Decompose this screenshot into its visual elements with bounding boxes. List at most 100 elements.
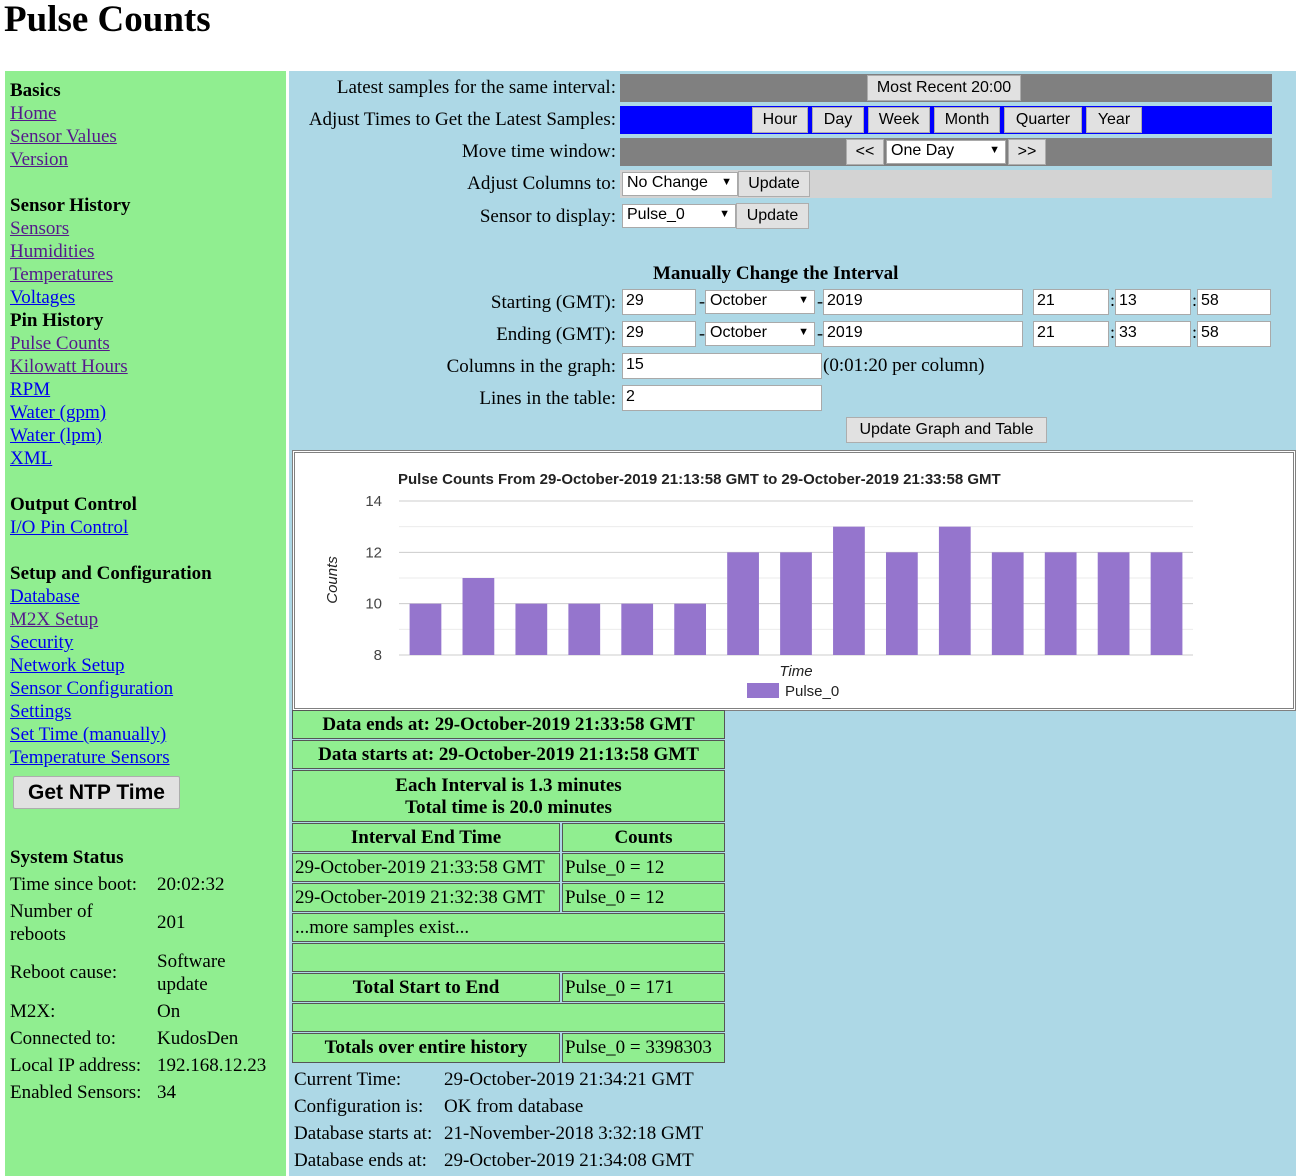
nav-network-setup-link[interactable]: Network Setup [10,655,125,676]
adjust-times-bar: Hour Day Week Month Quarter Year [620,106,1272,134]
reboot-cause-line1: Software [157,951,226,972]
bar [462,578,495,655]
legend-label: Pulse_0 [785,683,839,700]
enabled-sensors-label: Enabled Sensors: [10,1082,142,1103]
start-month-select[interactable]: October ▼ [705,290,815,314]
get-ntp-time-button[interactable]: Get NTP Time [13,776,180,809]
start-year-input[interactable]: 2019 [823,289,1023,315]
quarter-button[interactable]: Quarter [1004,107,1082,133]
nav-sensor-configuration-link[interactable]: Sensor Configuration [10,678,174,699]
empty-row [292,943,725,972]
ending-label: Ending (GMT): [496,324,616,345]
most-recent-button[interactable]: Most Recent 20:00 [867,75,1021,101]
bar [1097,552,1130,655]
nav-voltages-link[interactable]: Voltages [10,287,76,308]
main-panel: Latest samples for the same interval: Mo… [289,71,1296,1176]
total-start-end-label: Total Start to End [292,973,560,1002]
chevron-down-icon: ▼ [721,176,732,188]
start-hour-input[interactable]: 21 [1033,289,1109,315]
columns-graph-input[interactable]: 15 [622,353,822,379]
columns-select[interactable]: No Change ▼ [622,172,738,196]
data-starts-cell: Data starts at: 29-October-2019 21:13:58… [292,740,725,769]
current-time-label: Current Time: [294,1069,402,1090]
nav-security-link[interactable]: Security [10,632,74,653]
end-year-input[interactable]: 2019 [823,321,1023,347]
nav-rpm-link[interactable]: RPM [10,379,51,400]
prev-window-button[interactable]: << [846,139,884,165]
sensor-select[interactable]: Pulse_0 ▼ [622,204,736,228]
nav-pulse-counts-link[interactable]: Pulse Counts [10,333,110,354]
window-size-value: One Day [891,142,955,159]
chart-y-ticks: 8 10 12 14 [365,493,382,664]
update-graph-table-button[interactable]: Update Graph and Table [846,417,1047,443]
nav-settings-link[interactable]: Settings [10,701,72,722]
time-separator: : [1110,322,1116,342]
m2x-label: M2X: [10,1001,56,1022]
window-size-select[interactable]: One Day ▼ [886,140,1006,164]
total-time-text: Total time is 20.0 minutes [405,797,612,818]
week-button[interactable]: Week [868,107,930,133]
start-second-input[interactable]: 58 [1197,289,1271,315]
sensor-update-button[interactable]: Update [736,203,809,229]
sensor-select-value: Pulse_0 [627,206,685,223]
bar [674,603,707,655]
nav-database-link[interactable]: Database [10,586,80,607]
bar [938,526,971,655]
adjust-columns-bar: No Change ▼ Update [620,170,1272,198]
database-starts-label: Database starts at: [294,1123,433,1144]
month-button[interactable]: Month [934,107,1000,133]
chevron-down-icon: ▼ [719,208,730,220]
page-title: Pulse Counts [4,0,211,40]
end-second-input[interactable]: 58 [1197,321,1271,347]
bar [515,603,548,655]
nav-kilowatt-hours-link[interactable]: Kilowatt Hours [10,356,128,377]
sensor-display-label: Sensor to display: [479,206,616,227]
manual-interval-heading: Manually Change the Interval [653,263,899,284]
columns-graph-label: Columns in the graph: [446,356,616,377]
col-header-counts: Counts [562,823,725,852]
y-tick-label: 10 [365,596,382,613]
nav-m2x-setup-link[interactable]: M2X Setup [10,609,99,630]
year-button[interactable]: Year [1086,107,1142,133]
start-minute-input[interactable]: 13 [1115,289,1191,315]
nav-io-pin-control-link[interactable]: I/O Pin Control [10,517,129,538]
end-month-select[interactable]: October ▼ [705,322,815,346]
nav-xml-link[interactable]: XML [10,448,53,469]
nav-home-link[interactable]: Home [10,103,57,124]
data-ends-cell: Data ends at: 29-October-2019 21:33:58 G… [292,710,725,739]
day-button[interactable]: Day [812,107,864,133]
lines-table-label: Lines in the table: [479,388,616,409]
nav-temperatures-link[interactable]: Temperatures [10,264,114,285]
reboot-cause-label: Reboot cause: [10,962,118,983]
bar [409,603,442,655]
nav-version-link[interactable]: Version [10,149,69,170]
columns-update-button[interactable]: Update [738,171,810,197]
nav-water-gpm-link[interactable]: Water (gpm) [10,402,107,423]
pulse-counts-chart: Pulse Counts From 29-October-2019 21:13:… [324,471,1193,700]
database-starts-value: 21-November-2018 3:32:18 GMT [444,1123,704,1144]
nav-sensor-values-link[interactable]: Sensor Values [10,126,117,147]
nav-set-time-link[interactable]: Set Time (manually) [10,724,167,745]
nav-temperature-sensors-link[interactable]: Temperature Sensors [10,747,170,768]
adjust-times-label: Adjust Times to Get the Latest Samples: [308,109,616,130]
bar [727,552,759,655]
configuration-value: OK from database [444,1096,584,1117]
nav-water-lpm-link[interactable]: Water (lpm) [10,425,102,446]
nav-humidities-link[interactable]: Humidities [10,241,95,262]
nav-sensors-link[interactable]: Sensors [10,218,70,239]
hour-button[interactable]: Hour [752,107,808,133]
database-ends-value: 29-October-2019 21:34:08 GMT [444,1150,694,1171]
chart-x-axis-label: Time [779,663,812,680]
ip-value: 192.168.12.23 [157,1055,267,1076]
start-day-input[interactable]: 29 [622,289,696,315]
legend-swatch [747,683,779,698]
col-header-time: Interval End Time [292,823,560,852]
table-row-time: 29-October-2019 21:32:38 GMT [292,883,560,912]
end-minute-input[interactable]: 33 [1115,321,1191,347]
next-window-button[interactable]: >> [1008,139,1046,165]
date-separator: - [817,291,823,311]
time-since-boot-label: Time since boot: [10,874,138,895]
end-hour-input[interactable]: 21 [1033,321,1109,347]
lines-table-input[interactable]: 2 [622,385,822,411]
end-day-input[interactable]: 29 [622,321,696,347]
